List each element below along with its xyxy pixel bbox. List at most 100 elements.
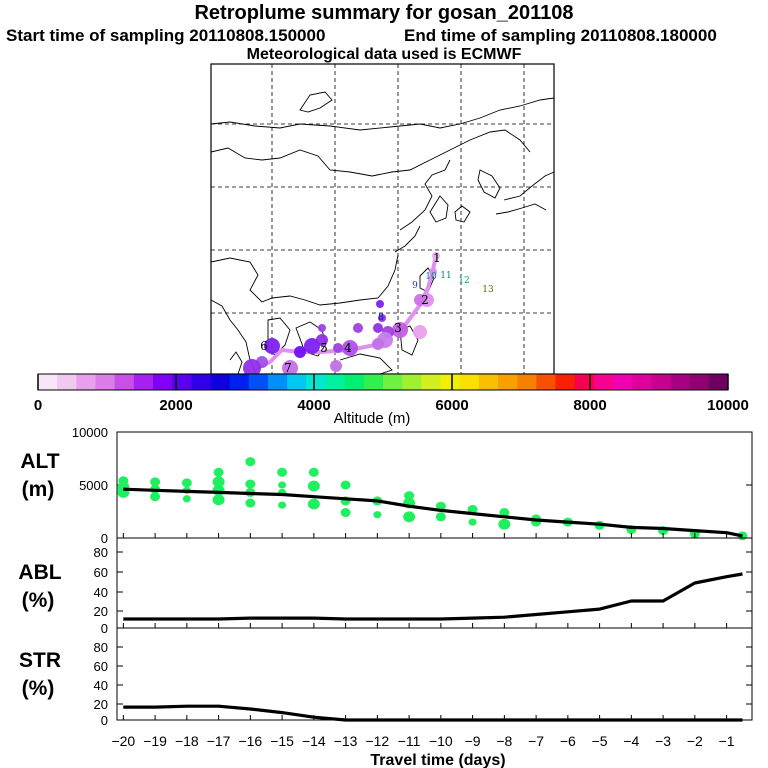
x-tick-label: −18 <box>175 733 199 749</box>
y-tick-label: 0 <box>101 621 108 636</box>
alt-series-line <box>123 487 743 538</box>
particle-marker <box>245 457 256 467</box>
coastlines <box>210 91 555 375</box>
particle-marker <box>499 508 510 518</box>
y-tick-label: 40 <box>94 585 108 600</box>
day-label-12: 12 <box>458 276 469 286</box>
plume-particle <box>373 323 383 333</box>
plume-particle <box>243 359 261 377</box>
x-tick-label: −8 <box>496 733 512 749</box>
colorbar-tick-label: 6000 <box>435 397 468 414</box>
day-label-7: 7 <box>284 361 292 375</box>
day-label-9: 9 <box>412 281 418 291</box>
panel-ylabel-unit: (%) <box>22 677 55 700</box>
colorbar-swatch <box>421 374 441 390</box>
x-tick-label: −9 <box>465 733 481 749</box>
particle-marker <box>373 511 382 519</box>
x-tick-label: −5 <box>592 733 608 749</box>
start-time: Start time of sampling 20110808.150000 <box>6 26 326 45</box>
map-gridlines <box>211 64 554 374</box>
plume-particle <box>392 322 408 338</box>
plume-particle <box>318 324 326 332</box>
y-tick-label: 0 <box>101 713 108 728</box>
y-tick-label: 20 <box>94 697 108 712</box>
y-tick-label: 80 <box>94 545 108 560</box>
particle-marker <box>307 498 320 510</box>
panel-frame <box>116 431 753 539</box>
met-data-label: Meteorological data used is ECMWF <box>246 46 522 63</box>
colorbar-swatch <box>287 374 307 390</box>
plume-particle <box>330 360 342 372</box>
plume-particle <box>342 340 358 356</box>
x-axis-label: Travel time (days) <box>370 752 505 768</box>
colorbar-swatch <box>478 374 499 390</box>
colorbar-swatch <box>517 374 537 390</box>
particle-marker <box>182 495 191 503</box>
colorbar-swatch <box>670 374 691 390</box>
panel-ylabel-unit: (%) <box>22 589 55 612</box>
y-tick-label: 5000 <box>79 478 108 493</box>
panel-abl: ABL (%) 80 60 40 20 0 <box>18 537 753 636</box>
particle-marker <box>340 480 351 490</box>
plume-particle <box>353 323 363 333</box>
x-tick-label: −11 <box>398 733 421 749</box>
particle-marker <box>245 479 256 489</box>
particle-marker <box>340 508 351 518</box>
x-tick-label: −3 <box>655 733 671 749</box>
x-tick-label: −6 <box>560 733 576 749</box>
x-tick-label: −12 <box>365 733 389 749</box>
colorbar-swatch <box>440 374 461 390</box>
plume-particle <box>376 300 384 308</box>
particle-marker <box>150 477 161 487</box>
x-tick-label: −14 <box>302 733 326 749</box>
colorbar-swatch <box>38 374 58 390</box>
colorbar-swatch <box>76 374 96 390</box>
x-tick-label: −2 <box>687 733 703 749</box>
particle-marker <box>307 480 320 492</box>
day-label-5: 5 <box>320 341 328 355</box>
colorbar-swatch <box>613 374 633 390</box>
colorbar-swatch <box>383 374 403 390</box>
colorbar-swatch <box>191 374 211 390</box>
colorbar-swatch <box>325 374 346 390</box>
x-tick-label: −20 <box>111 733 135 749</box>
x-tick-label: −19 <box>143 733 167 749</box>
colorbar-swatch <box>689 374 710 390</box>
colorbar-swatch <box>344 374 365 390</box>
day-label-3: 3 <box>394 321 402 335</box>
x-tick-label: −4 <box>623 733 639 749</box>
panel-ylabel-name: ALT <box>20 450 59 473</box>
colorbar-swatch <box>133 374 154 390</box>
y-tick-label: 0 <box>101 531 108 546</box>
colorbar-swatch <box>593 374 614 390</box>
plume-particle <box>414 294 426 306</box>
x-tick-label: −16 <box>238 733 262 749</box>
colorbar-tick-label: 2000 <box>159 397 192 414</box>
colorbar-swatch <box>536 374 556 390</box>
colorbar-swatch <box>498 374 518 390</box>
plume-particle <box>294 346 306 358</box>
panel-alt: ALT (m) 10000 5000 0 <box>20 425 753 546</box>
particle-marker <box>468 518 477 526</box>
plume-particle <box>432 252 440 260</box>
chart-title: Retroplume summary for gosan_201108 <box>194 2 574 24</box>
colorbar-tick-label: 8000 <box>573 397 606 414</box>
particle-marker <box>212 494 225 506</box>
colorbar-ticks: 0 2000 4000 6000 8000 10000 <box>34 374 749 414</box>
particle-marker <box>150 492 161 502</box>
colorbar-swatch <box>172 374 192 390</box>
x-tick-label: −7 <box>528 733 544 749</box>
particle-marker <box>403 511 416 523</box>
colorbar-swatch <box>402 374 422 390</box>
colorbar-swatch <box>555 374 576 390</box>
panel-str: STR (%) 80 60 40 200 <box>19 627 753 728</box>
x-tick-label: −15 <box>270 733 294 749</box>
x-axis-ticks: −20 −19 −18 −17 −16 −15 −14 −13 −12 −11 −10 −9 −8 −7−… <box>111 533 735 749</box>
panel-ylabel-name: STR <box>19 649 61 672</box>
day-label-1: 1 <box>433 251 441 265</box>
colorbar-swatch <box>363 374 384 390</box>
colorbar-swatch <box>574 374 595 390</box>
particle-marker <box>277 467 288 477</box>
plume-particle <box>413 325 427 339</box>
